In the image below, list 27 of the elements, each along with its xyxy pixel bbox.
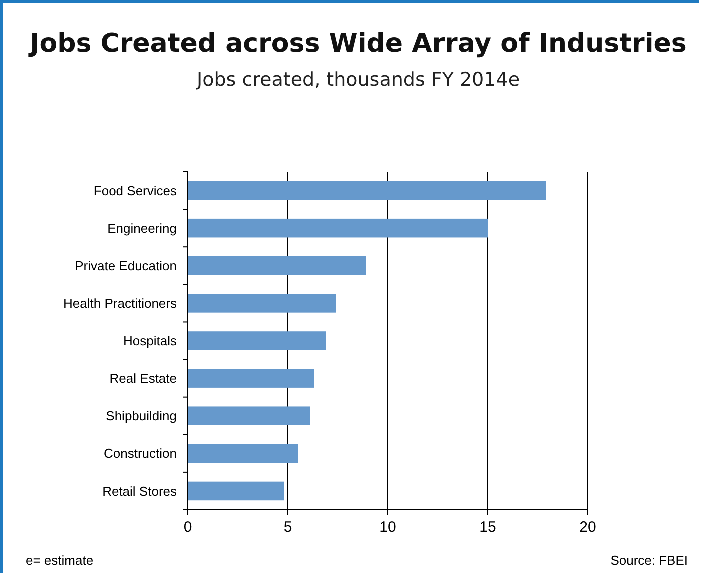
y-tick-label: Real Estate [110,371,177,386]
x-tick-label: 15 [480,519,496,536]
chart-subtitle: Jobs created, thousands FY 2014e [196,69,520,91]
x-tick-label: 10 [380,519,396,536]
text: e= estimate [26,553,94,568]
bar [188,218,488,238]
y-tick-label: Hospitals [124,334,178,349]
bar [188,181,546,200]
source-note: Source: FBEI [610,553,688,568]
y-tick-label: Private Education [75,258,177,274]
bar [188,406,310,426]
bar [188,332,326,350]
bar [188,482,284,501]
y-tick-label: Shipbuilding [106,408,177,424]
y-tick-label: Construction [104,446,177,462]
bar [188,256,366,276]
bar [188,369,314,388]
x-tick-label: 0 [184,519,192,536]
bar [188,444,298,464]
x-tick-label: 5 [284,519,292,536]
y-tick-label: Food Services [94,183,178,198]
x-tick-label: 20 [580,519,596,536]
chart-title: Jobs Created across Wide Array of Industries [28,29,687,59]
y-tick-label: Retail Stores [102,484,178,499]
bar [188,294,336,313]
y-tick-label: Engineering [108,220,177,236]
y-tick-label: Health Practitioners [64,296,178,311]
